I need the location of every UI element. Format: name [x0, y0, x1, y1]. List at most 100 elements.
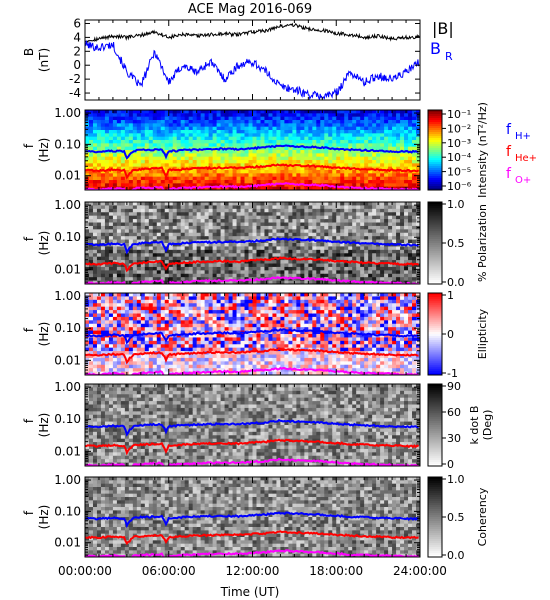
colorbar-label-3: Ellipticity: [476, 308, 489, 359]
spectrogram-2: [85, 202, 420, 284]
colorbar-2: 1.0 0.5 0.0 % Polarization: [427, 198, 489, 289]
fH-line-1: [85, 144, 419, 160]
colorbar-tick-5-0: 1.0: [447, 473, 465, 486]
y-tick-label-4-0: 1.00: [54, 380, 81, 394]
colorbar-tick-1-2: 10⁻³: [447, 137, 471, 150]
colorbar-tick-1-5: 10⁻⁶: [447, 180, 472, 193]
y-tick-label-1-1: 0.10: [54, 137, 81, 151]
colorbar-label-2: % Polarization: [476, 204, 489, 282]
y-tick-label-2-2: 0.01: [54, 262, 81, 276]
y-tick-label-1-2: 0.01: [54, 169, 81, 183]
colorbar-tick-1-3: 10⁻⁴: [447, 151, 472, 164]
y-tick-label-2-1: 0.10: [54, 230, 81, 244]
y-tick-label-0-3: 0: [73, 58, 81, 72]
series-1-line: [85, 40, 420, 100]
chart-title: ACE Mag 2016-069: [188, 2, 312, 17]
fH-line-3: [85, 328, 420, 345]
panel-4: 1.00 0.10 0.01 f (Hz) 90 60 30 0 k dot B (Deg): [22, 380, 494, 471]
legend-absB: |B|: [432, 19, 454, 38]
y-tick-label-3-1: 0.10: [54, 321, 81, 335]
y-axis-label-line2: (nT): [37, 48, 51, 72]
panel-5: 1.00 0.10 0.01 f (Hz) 1.0 0.5 0.0 Coherency 00:00…: [22, 473, 489, 578]
spectrogram-3: [85, 293, 420, 375]
line-plot: [85, 22, 420, 100]
colorbar-tick-2-0: 1.0: [447, 198, 465, 211]
fHe-line-4: [85, 438, 420, 456]
colorbar-4: 90 60 30 0 k dot B (Deg): [427, 380, 494, 471]
spectrogram-5: [85, 477, 420, 557]
x-axis-label: Time (UT): [220, 585, 280, 599]
colorbar-tick-4-2: 30: [447, 432, 461, 445]
colorbar-frame-1: [427, 109, 443, 191]
panel-1: 1.000.100.01f (Hz)10⁻¹10⁻²10⁻³10⁻⁴10⁻⁵10⁻…: [22, 102, 537, 198]
legend-f-sub-0: H+: [515, 131, 531, 142]
colorbar-tick-2-1: 0.5: [447, 237, 465, 250]
legend-f-sub-1: He+: [515, 153, 537, 164]
fH-line-2: [85, 237, 420, 255]
x-tick-label-0: 00:00:00: [58, 564, 112, 578]
y-tick-label-5-0: 1.00: [54, 473, 81, 487]
fH-line-4: [85, 418, 419, 437]
y-axis-label-4-line2: (Hz): [37, 413, 51, 438]
legend-BR-sub: R: [445, 50, 453, 63]
y-tick-label-3-0: 1.00: [54, 289, 81, 303]
spectrogram-1: [85, 110, 420, 190]
fHe-line-5: [85, 530, 419, 546]
colorbar-frame-4: [427, 383, 443, 467]
colorbar-tick-3-2: -1: [447, 367, 458, 380]
y-axis-label-line1: B: [22, 48, 36, 56]
legend-f-2: f: [506, 166, 512, 182]
panel-frame-0: [84, 19, 421, 101]
colorbar-tick-1-0: 10⁻¹: [447, 108, 471, 121]
colorbar-tick-5-2: 0.0: [447, 549, 465, 562]
colorbar-tick-1-1: 10⁻²: [447, 122, 471, 135]
y-tick-label-5-1: 0.10: [54, 504, 81, 518]
y-tick-label-0-0: 6: [73, 16, 81, 30]
y-tick-label-2-0: 1.00: [54, 198, 81, 212]
fHe-line-3: [85, 347, 419, 365]
colorbar-tick-3-0: 1: [447, 289, 454, 302]
colorbar-label-1: Intensity (nT²/Hz): [476, 102, 489, 198]
panel-3: 1.00 0.10 0.01 f (Hz) 1 0 -1 Ellipticity: [22, 289, 489, 380]
series-0-line: [85, 22, 420, 44]
colorbar-tick-3-1: 0: [447, 328, 454, 341]
y-tick-label-4-1: 0.10: [54, 412, 81, 426]
y-tick-label-5-2: 0.01: [54, 536, 81, 550]
legend-f-0: f: [506, 122, 512, 138]
y-tick-label-1-0: 1.00: [54, 106, 81, 120]
y-axis-label-1-line2: (Hz): [37, 138, 51, 163]
colorbar-tick-1-4: 10⁻⁵: [447, 166, 471, 179]
x-tick-label-4: 24:00:00: [393, 564, 447, 578]
y-tick-label-0-5: -4: [69, 86, 81, 100]
colorbar-tick-5-1: 0.5: [447, 511, 465, 524]
y-axis-label-1-line1: f: [22, 143, 36, 148]
y-axis-label-2-line1: f: [22, 236, 36, 241]
legend-f-sub-2: O+: [515, 175, 531, 186]
colorbar-1: 10⁻¹10⁻² 10⁻³10⁻⁴ 10⁻⁵10⁻⁶ Intensity (nT²/H…: [427, 102, 489, 198]
fHe-line-1: [85, 163, 420, 180]
y-axis-label-4-line1: f: [22, 418, 36, 423]
y-tick-label-0-2: 2: [73, 44, 81, 58]
fHe-line-2: [85, 256, 420, 273]
spectrogram-4: [85, 384, 420, 466]
y-axis-label-3-line1: f: [22, 327, 36, 332]
x-tick-label-3: 18:00:00: [309, 564, 363, 578]
colorbar-label-5: Coherency: [476, 487, 489, 546]
y-tick-label-0-1: 4: [73, 30, 81, 44]
legend-f-1: f: [506, 144, 512, 160]
colorbar-label-4-line1: k dot B: [468, 406, 481, 445]
colorbar-tick-4-0: 90: [447, 380, 461, 393]
y-axis-label-2-line2: (Hz): [37, 231, 51, 256]
colorbar-label-4-line2: (Deg): [481, 410, 494, 441]
x-tick-label-2: 12:00:00: [226, 564, 280, 578]
colorbar-3: 1 0 -1 Ellipticity: [427, 289, 489, 380]
colorbar-tick-2-2: 0.0: [447, 276, 465, 289]
y-axis-label-5-line2: (Hz): [37, 505, 51, 530]
colorbar-5: 1.0 0.5 0.0 Coherency: [427, 473, 489, 562]
y-axis-label-3-line2: (Hz): [37, 322, 51, 347]
x-tick-label-1: 06:00:00: [142, 564, 196, 578]
y-axis-label-5-line1: f: [22, 510, 36, 515]
legend-BR: B: [430, 39, 441, 58]
